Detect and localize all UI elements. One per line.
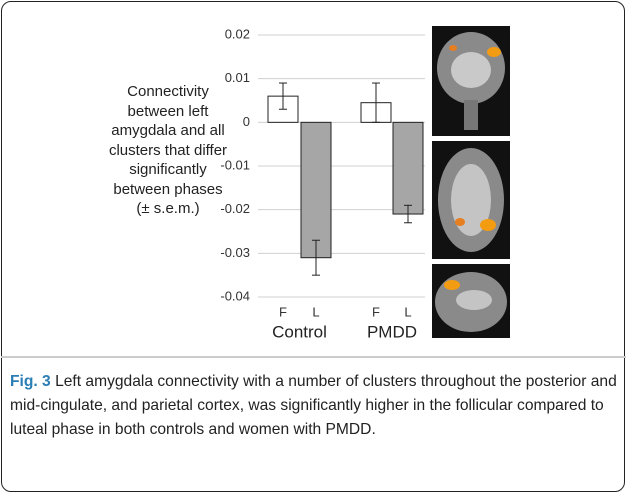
x-tick-label: L [404,304,411,319]
y-tick-label: 0.02 [225,26,250,41]
page: 0.020.010-0.01-0.02-0.03-0.04FLFLControl… [0,0,629,496]
y-tick-label: 0 [243,114,250,129]
group-label: PMDD [367,322,417,341]
bar [301,122,331,257]
x-tick-label: F [279,304,287,319]
x-tick-label: L [312,304,319,319]
x-tick-label: F [372,304,380,319]
caption-text: Left amygdala connectivity with a number… [10,373,617,438]
caption: Fig. 3 Left amygdala connectivity with a… [10,370,618,442]
y-tick-label: -0.03 [220,245,250,260]
group-label: Control [272,322,327,341]
brain-images [432,26,510,338]
caption-label: Fig. 3 [10,373,51,390]
y-tick-label: -0.04 [220,288,250,303]
bar [393,122,423,214]
caption-separator [1,356,626,358]
y-axis-label: Connectivity between left amygdala and a… [106,82,230,219]
